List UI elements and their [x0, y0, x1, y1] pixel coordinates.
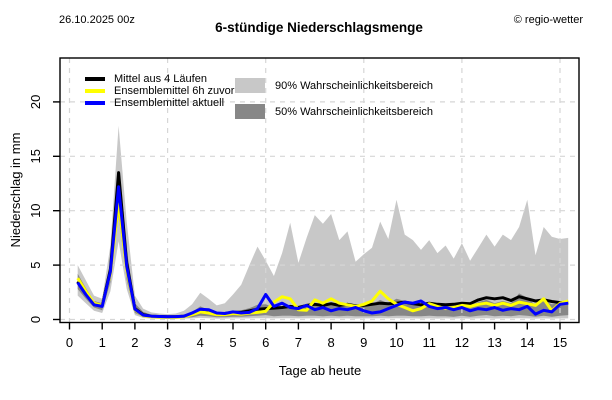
x-tick-label: 13 — [487, 335, 501, 350]
legend-line-black-icon — [85, 77, 105, 81]
legend-bands: 90% Wahrscheinlichkeitsbereich 50% Wahrs… — [235, 78, 433, 130]
x-tick-label: 5 — [229, 335, 236, 350]
x-tick-label: 2 — [131, 335, 138, 350]
series-ensemble-current — [76, 185, 569, 319]
plot-box — [59, 57, 580, 324]
run-date-label: 26.10.2025 00z — [59, 14, 135, 26]
x-tick-label: 7 — [295, 335, 302, 350]
legend-item-band90: 90% Wahrscheinlichkeitsbereich — [235, 78, 433, 93]
page-title: 6-stündige Niederschlagsmenge — [215, 20, 423, 35]
y-axis-title: Niederschlag in mm — [8, 133, 23, 248]
x-tick-label: 12 — [455, 335, 469, 350]
x-tick-label: 10 — [389, 335, 403, 350]
y-tick-label: 5 — [28, 261, 43, 268]
legend-item-mean4runs: Mittel aus 4 Läufen — [85, 73, 234, 85]
legend-label-ensemble-current: Ensemblemittel aktuell — [114, 97, 225, 109]
legend-label-ensemble-prev: Ensemblemittel 6h zuvor — [114, 85, 235, 97]
x-tick-label: 6 — [262, 335, 269, 350]
legend-line-yellow-icon — [85, 89, 105, 93]
y-tick-label: 10 — [28, 203, 43, 217]
legend-label-mean4runs: Mittel aus 4 Läufen — [114, 73, 207, 85]
x-axis-title: Tage ab heute — [279, 363, 361, 378]
probability-band-50 — [77, 171, 569, 319]
x-tick-label: 8 — [327, 335, 334, 350]
legend-item-band50: 50% Wahrscheinlichkeitsbereich — [235, 104, 433, 119]
x-tick-label: 3 — [164, 335, 171, 350]
legend-item-ensemble-prev: Ensemblemittel 6h zuvor — [85, 85, 234, 97]
legend-label-band50: 50% Wahrscheinlichkeitsbereich — [275, 105, 433, 118]
copyright-label: © regio-wetter — [513, 14, 583, 26]
legend-label-band90: 90% Wahrscheinlichkeitsbereich — [275, 79, 433, 92]
probability-band-90 — [77, 125, 569, 319]
legend-item-ensemble-current: Ensemblemittel aktuell — [85, 97, 234, 109]
y-tick-label: 20 — [28, 95, 43, 109]
legend-lines: Mittel aus 4 Läufen Ensemblemittel 6h zu… — [85, 73, 234, 109]
x-tick-label: 0 — [66, 335, 73, 350]
x-tick-label: 15 — [553, 335, 567, 350]
x-tick-label: 14 — [520, 335, 534, 350]
x-tick-label: 1 — [99, 335, 106, 350]
band90-swatch-icon — [235, 78, 265, 93]
x-tick-label: 4 — [197, 335, 204, 350]
legend-line-blue-icon — [85, 101, 105, 105]
x-tick-label: 9 — [360, 335, 367, 350]
y-tick-label: 0 — [28, 316, 43, 323]
x-tick-label: 11 — [422, 335, 436, 350]
y-tick-label: 15 — [28, 149, 43, 163]
band50-swatch-icon — [235, 104, 265, 119]
